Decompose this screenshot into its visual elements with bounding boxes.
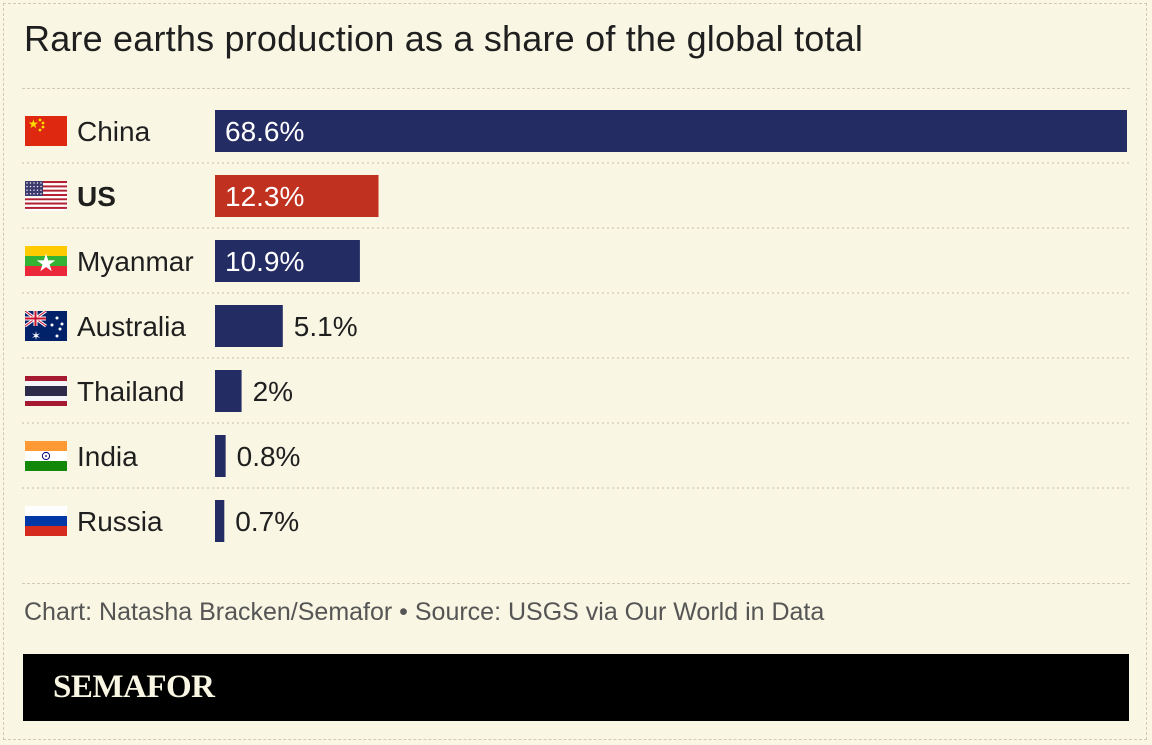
- value-label: 10.9%: [225, 246, 304, 277]
- russia-flag-icon: [25, 506, 67, 536]
- chart-row: ★ Myanmar 10.9%: [22, 240, 1130, 294]
- chart-row: US 12.3%: [22, 175, 1130, 229]
- bar: [215, 370, 242, 412]
- value-label: 12.3%: [225, 181, 304, 212]
- us-flag-icon: [25, 181, 67, 212]
- category-label: Thailand: [77, 376, 184, 407]
- svg-text:★: ★: [28, 117, 39, 131]
- chart-credit: Chart: Natasha Bracken/Semafor • Source:…: [24, 598, 825, 626]
- bar: [215, 500, 225, 542]
- india-flag-icon: [25, 441, 67, 471]
- value-label: 0.8%: [237, 441, 301, 472]
- australia-flag-icon: ✶: [25, 311, 67, 343]
- category-label: India: [77, 441, 138, 472]
- bar: [215, 305, 283, 347]
- category-label: US: [77, 181, 116, 212]
- bar: [215, 110, 1127, 152]
- chart-row: Russia 0.7%: [25, 500, 299, 542]
- chart-title: Rare earths production as a share of the…: [24, 18, 864, 59]
- bar-chart: ★ China 68.6% US 12.3% ★ Myanmar 10.9% ✶ Australi…: [22, 110, 1130, 542]
- bar: [215, 240, 360, 282]
- myanmar-flag-icon: ★: [25, 246, 67, 277]
- bar: [215, 435, 226, 477]
- thailand-flag-icon: [25, 376, 67, 406]
- value-label: 2%: [253, 376, 293, 407]
- category-label: Russia: [77, 506, 163, 537]
- category-label: Australia: [77, 311, 186, 342]
- value-label: 5.1%: [294, 311, 358, 342]
- value-label: 68.6%: [225, 116, 304, 147]
- svg-text:★: ★: [35, 249, 57, 277]
- chart-row: Thailand 2%: [22, 370, 1130, 424]
- chart-row: India 0.8%: [22, 435, 1130, 489]
- semafor-logo: SEMAFOR: [53, 669, 215, 705]
- chart-row: ✶ Australia 5.1%: [22, 305, 1130, 359]
- value-label: 0.7%: [235, 506, 299, 537]
- brand-footer: SEMAFOR: [23, 654, 1129, 721]
- category-label: Myanmar: [77, 246, 194, 277]
- svg-text:✶: ✶: [31, 329, 41, 343]
- top-divider: [22, 88, 1130, 89]
- bar: [215, 175, 379, 217]
- china-flag-icon: ★: [25, 116, 67, 146]
- chart-row: ★ China 68.6%: [22, 110, 1130, 164]
- category-label: China: [77, 116, 151, 147]
- bottom-divider: [22, 583, 1130, 584]
- chart-frame: [3, 3, 1147, 740]
